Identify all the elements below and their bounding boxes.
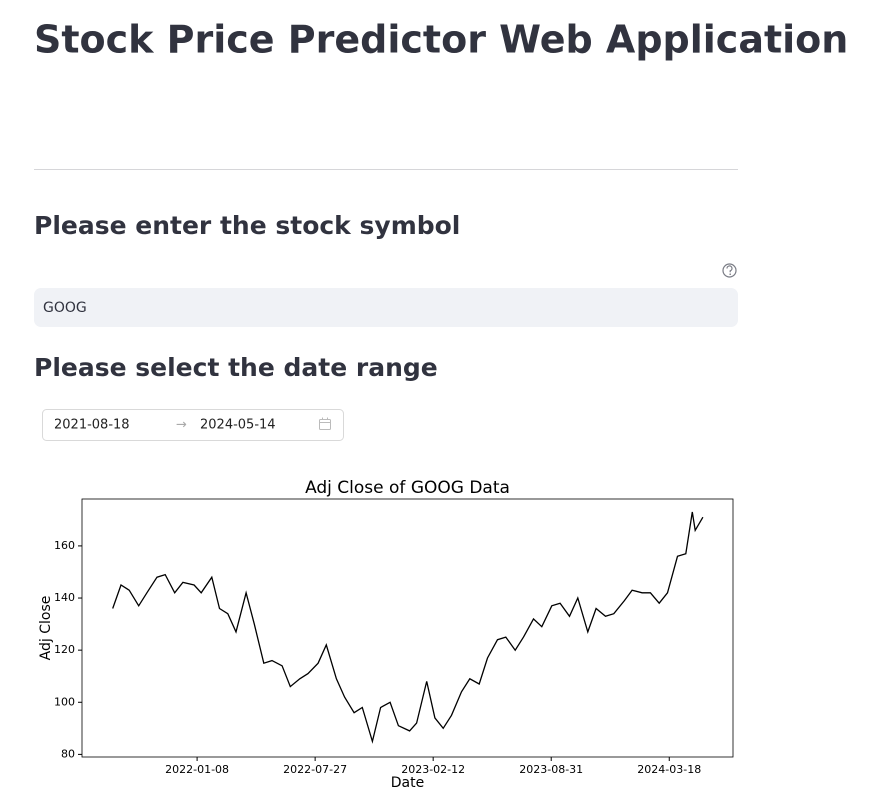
x-tick-label: 2024-03-18: [637, 763, 701, 776]
help-icon[interactable]: [722, 263, 737, 278]
page-title: Stock Price Predictor Web Application: [34, 18, 848, 62]
date-range-picker[interactable]: [42, 409, 344, 441]
calendar-icon[interactable]: [319, 417, 331, 430]
range-arrow: →: [176, 418, 187, 433]
price-line: [112, 511, 704, 744]
x-axis-label: Date: [391, 775, 424, 791]
end-date[interactable]: 2024-05-14: [200, 418, 276, 433]
x-tick-label: 2023-02-12: [401, 763, 465, 776]
x-tick-label: 2023-08-31: [519, 763, 583, 776]
x-tick-label: 2022-07-27: [283, 763, 347, 776]
y-tick-label: 100: [54, 695, 75, 708]
x-tick-label: 2022-01-08: [165, 763, 229, 776]
y-tick-label: 120: [54, 643, 75, 656]
symbol-input[interactable]: [34, 288, 738, 327]
y-tick-label: 80: [61, 747, 75, 760]
start-date[interactable]: 2021-08-18: [54, 418, 130, 433]
chart-title: Adj Close of GOOG Data: [305, 478, 510, 498]
y-axis-label: Adj Close: [38, 596, 54, 661]
plot-frame: [81, 498, 734, 758]
section-heading: Please enter the stock symbol: [34, 211, 460, 240]
input-value[interactable]: GOOG: [43, 300, 87, 316]
section-heading: Please select the date range: [34, 353, 438, 382]
y-tick-label: 140: [54, 591, 75, 604]
y-tick-label: 160: [54, 539, 75, 552]
chart: Adj Close of GOOG Data Date Adj Close 80 100…: [38, 478, 734, 791]
